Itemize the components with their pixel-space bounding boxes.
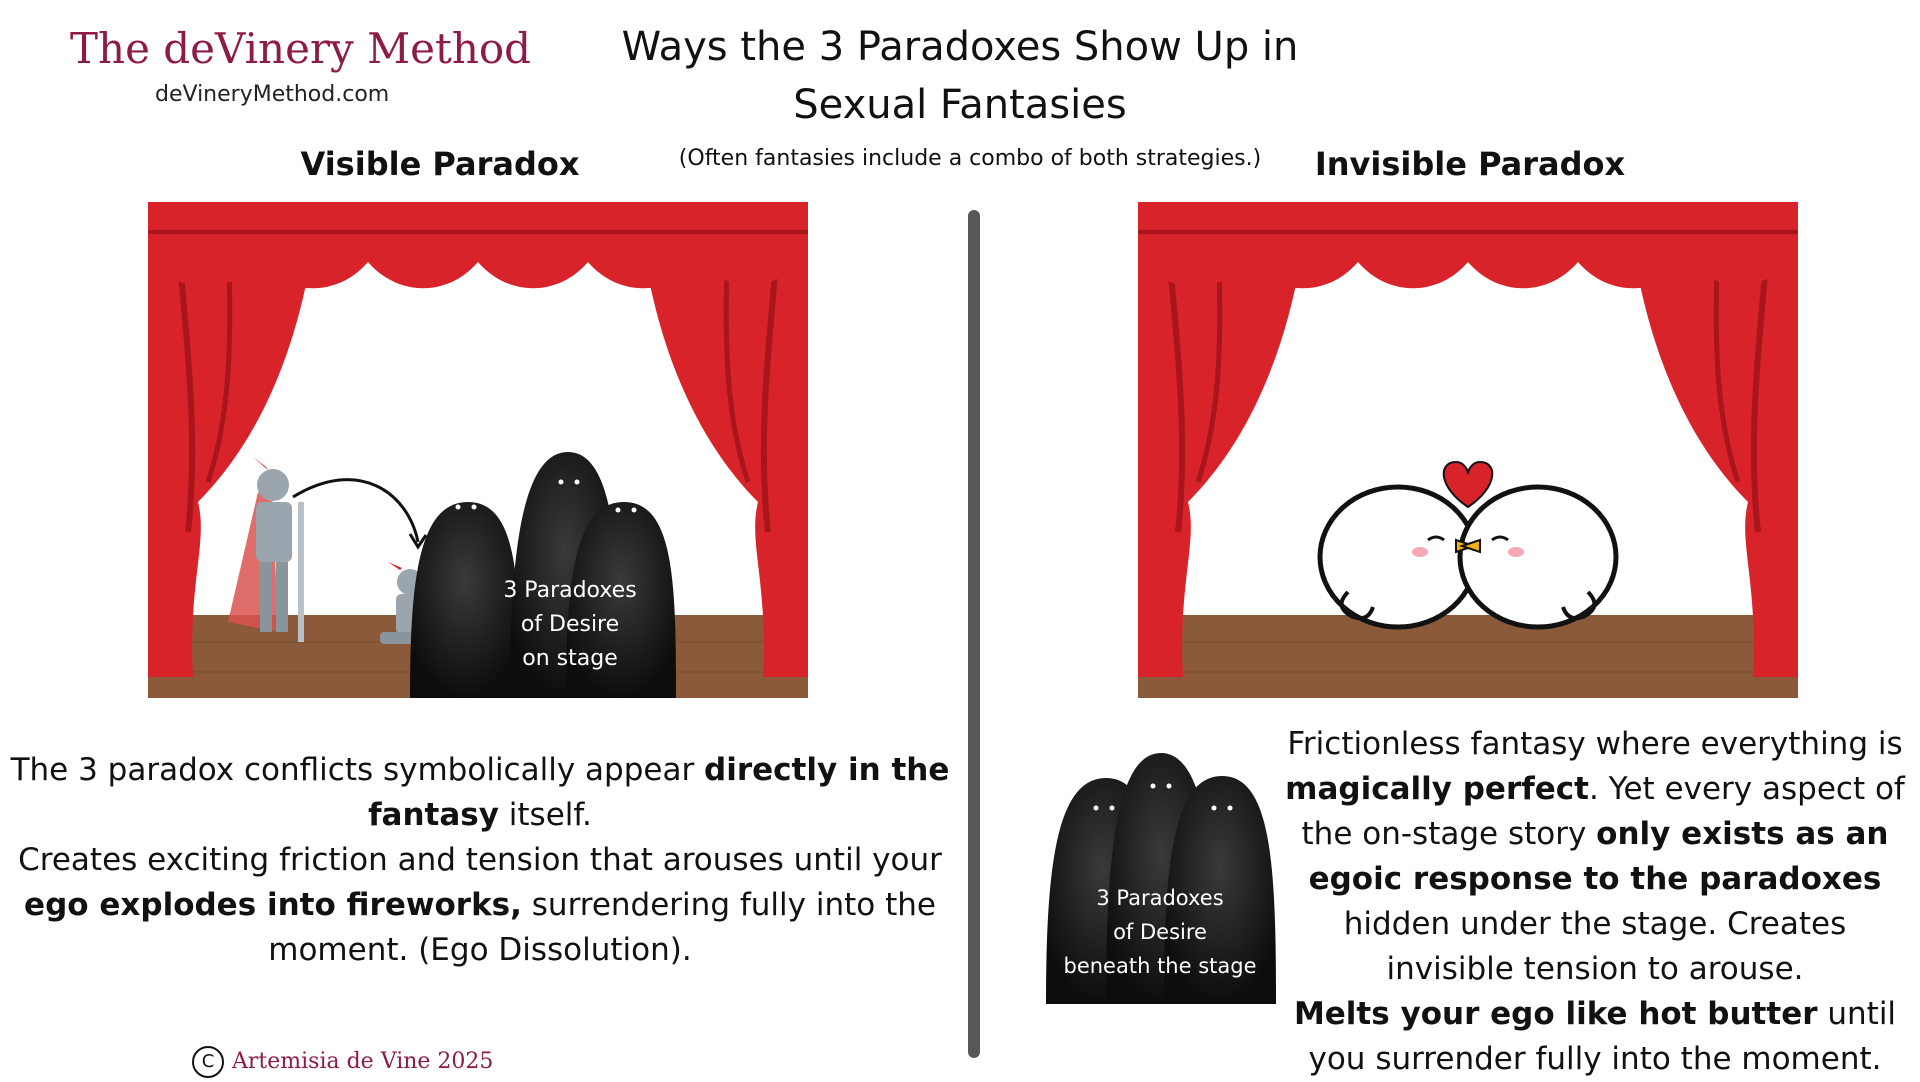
main-title-line2: Sexual Fantasies [793,82,1127,128]
brand-url: deVineryMethod.com [155,82,390,107]
curtain-right [638,202,808,677]
curtain-valance [1138,202,1798,289]
visible-paradox-heading: Visible Paradox [300,145,580,183]
curtain-left [1138,202,1308,677]
left-figures-label-line3: on stage [522,646,618,671]
main-title-line1: Ways the 3 Paradoxes Show Up in [621,24,1299,70]
visible-paradox-paragraph-2: Creates exciting friction and tension th… [18,842,942,968]
curtain-valance [148,202,808,289]
curtain-right [1628,202,1798,677]
left-figures-label-line2: of Desire [520,612,620,637]
paradox-figures-on-stage [410,452,676,698]
invisible-paradox-heading: Invisible Paradox [1314,145,1626,183]
left-figures-label-line1: 3 Paradoxes [503,578,637,603]
kissing-birds [1317,484,1619,630]
visible-paradox-paragraph-1: The 3 paradox conflicts symbolically app… [10,752,950,833]
invisible-paradox-stage [1138,202,1798,698]
subtitle-note: (Often fantasies include a combo of both… [678,146,1262,171]
main-title: Ways the 3 Paradoxes Show Up in Sexual F… [600,18,1320,134]
brand-title: The deVinery Method [70,24,532,73]
invisible-paradox-description: Frictionless fantasy where everything is… [1285,726,1905,1077]
below-figures-label-line3: beneath the stage [1063,954,1257,978]
curtain-left [148,202,318,677]
arrow-curve [292,478,420,543]
copyright-text: Artemisia de Vine 2025 [232,1049,494,1074]
copyright-icon: C [192,1046,224,1078]
shadow-figures-icon [1046,753,1276,1004]
visible-paradox-stage [148,202,808,698]
heart-icon [1442,460,1494,509]
visible-paradox-description: The 3 paradox conflicts symbolically app… [10,748,950,973]
below-figures-label-line1: 3 Paradoxes [1096,886,1224,910]
stage-floor [1138,615,1798,698]
center-divider [968,210,980,1058]
stage-illustration-left [148,202,808,698]
stage-illustration-right [1138,202,1798,698]
knight-standing [228,457,304,642]
below-figures-label: 3 Paradoxes of Desire beneath the stage [1050,881,1270,983]
paradox-figures-beneath-stage [1046,748,1276,1004]
copyright: C Artemisia de Vine 2025 [192,1046,493,1078]
below-figures-label-line2: of Desire [1113,920,1207,944]
left-figures-label: 3 Paradoxes of Desire on stage [470,574,670,676]
